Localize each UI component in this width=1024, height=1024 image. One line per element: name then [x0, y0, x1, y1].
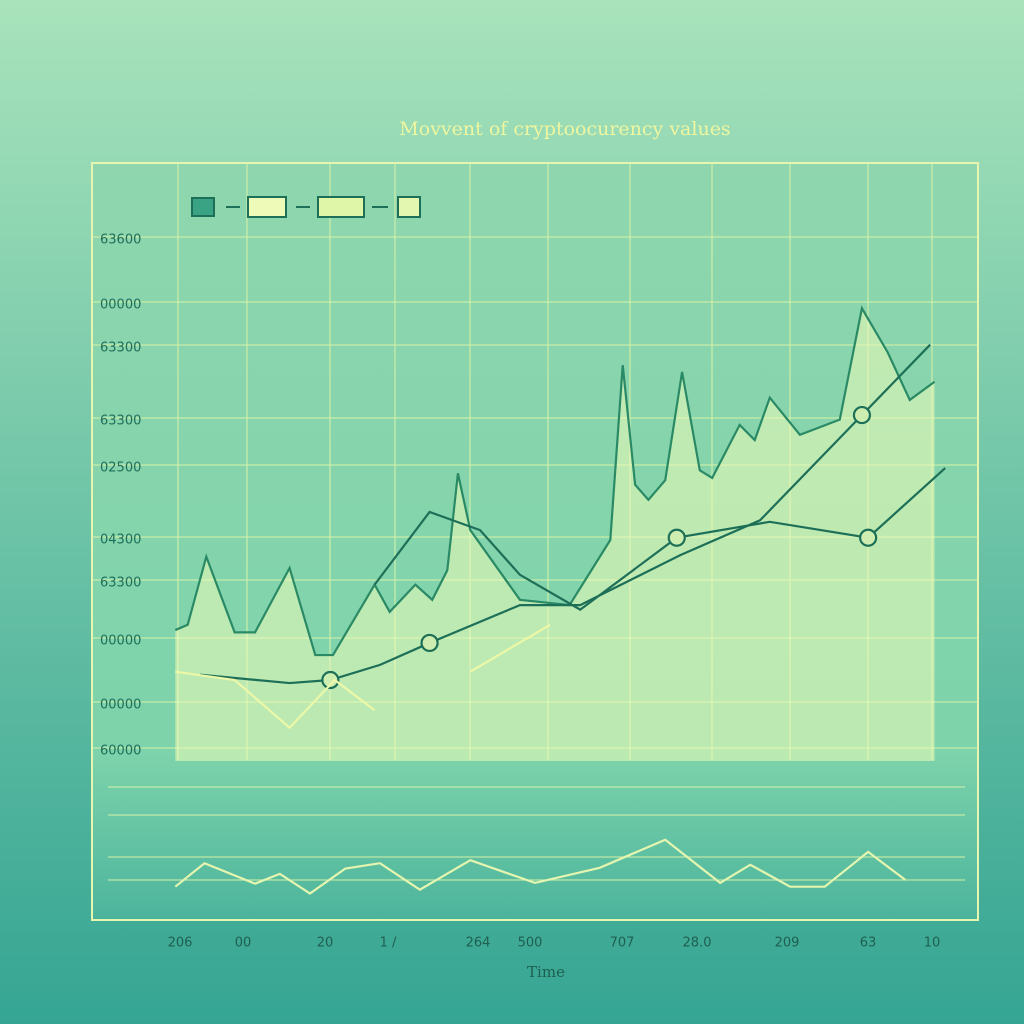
y-tick-label: 02500 [100, 461, 141, 476]
x-tick-label: 500 [518, 936, 543, 951]
chart-title: Movvent of cryptoocurency values [399, 118, 730, 140]
point-marker [859, 528, 878, 547]
point-marker [420, 633, 439, 653]
legend-swatch [317, 196, 365, 218]
point-marker [667, 528, 686, 547]
x-tick-label: 63 [860, 936, 877, 951]
x-tick-label: 206 [168, 936, 193, 951]
legend-swatch [397, 196, 421, 218]
x-tick-label: 264 [466, 936, 491, 951]
line [199, 343, 931, 685]
line [174, 305, 936, 657]
line [373, 467, 946, 611]
legend-swatch [191, 197, 215, 217]
y-tick-label: 63300 [100, 414, 141, 429]
y-tick-label: 00000 [100, 698, 141, 713]
y-tick-label: 00000 [100, 634, 141, 649]
line [174, 838, 907, 895]
x-tick-label: 209 [775, 936, 800, 951]
x-tick-label: 20 [317, 936, 334, 951]
legend-swatch [247, 196, 287, 218]
x-axis-title: Time [527, 963, 565, 981]
point-marker [852, 405, 872, 425]
x-tick-label: 707 [610, 936, 635, 951]
x-tick-label: 28.0 [683, 936, 712, 951]
area [175, 308, 935, 762]
y-tick-label: 63300 [100, 576, 141, 591]
point-marker [321, 670, 340, 690]
x-tick-label: 00 [235, 936, 252, 951]
y-tick-label: 63600 [100, 233, 141, 248]
y-tick-label: 00000 [100, 298, 141, 313]
y-tick-label: 60000 [100, 744, 141, 759]
y-tick-label: 04300 [100, 533, 141, 548]
x-tick-label: 1 / [380, 936, 397, 951]
x-tick-label: 10 [924, 936, 941, 951]
y-tick-label: 63300 [100, 341, 141, 356]
line [175, 623, 551, 730]
legend [191, 196, 421, 218]
